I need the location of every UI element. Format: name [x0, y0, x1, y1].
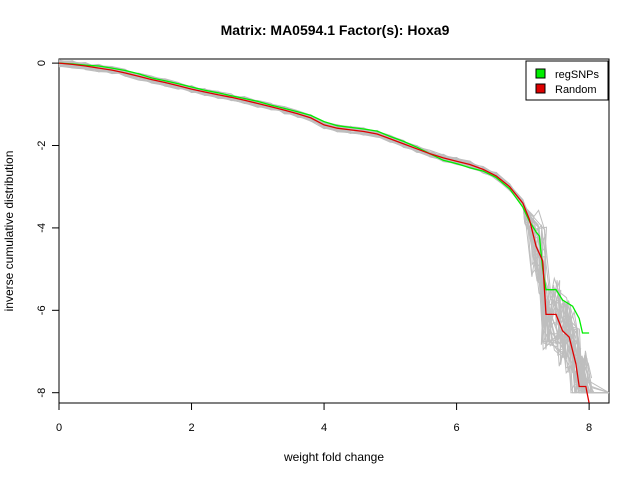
random-sample-line	[58, 61, 589, 393]
random-sample-line	[58, 60, 593, 383]
random-sample-line	[58, 62, 589, 394]
series-lines	[58, 62, 590, 404]
y-axis: 0 -2 -4 -6 -8	[36, 60, 59, 398]
x-tick-label: 6	[454, 422, 460, 434]
x-tick-label: 8	[586, 422, 592, 434]
random-sample-line	[58, 65, 591, 394]
legend-label-regsnps: regSNPs	[555, 69, 600, 81]
legend-label-random: Random	[555, 84, 597, 96]
random-sample-line	[58, 62, 586, 393]
random-sample-line	[58, 61, 592, 393]
x-tick-label: 2	[188, 422, 194, 434]
y-tick-label: -6	[36, 305, 48, 315]
random-sample-line	[58, 63, 587, 393]
y-tick-label: -4	[36, 223, 48, 233]
random-sample-line	[58, 59, 586, 393]
random-sample-line	[58, 60, 595, 393]
y-tick-label: 0	[36, 60, 48, 66]
random-sample-line	[58, 62, 589, 389]
random-sample-line	[58, 64, 585, 394]
y-axis-label: inverse cumulative distribution	[2, 151, 16, 312]
legend: regSNPs Random	[525, 60, 609, 101]
x-tick-label: 0	[56, 422, 62, 434]
x-axis: 0 2 4 6 8	[56, 402, 592, 434]
random-sample-line	[58, 61, 585, 394]
y-tick-label: -2	[36, 141, 48, 151]
random-sample-line	[58, 60, 589, 393]
y-tick-label: -8	[36, 388, 48, 398]
x-tick-label: 4	[321, 422, 327, 434]
legend-swatch-random	[535, 83, 546, 94]
legend-swatch-regsnps	[535, 68, 546, 79]
x-axis-label: weight fold change	[283, 450, 384, 464]
random-sample-line	[58, 64, 586, 393]
series-line-regsnps	[58, 62, 590, 334]
series-line-random	[58, 62, 590, 404]
random-sample-line	[58, 62, 589, 393]
random-sample-line	[58, 60, 590, 393]
random-sample-line	[58, 59, 593, 394]
random-sample-lines	[58, 59, 610, 394]
chart-title: Matrix: MA0594.1 Factor(s): Hoxa9	[221, 22, 450, 38]
random-sample-line	[58, 63, 592, 394]
random-sample-line	[58, 60, 593, 393]
random-sample-line	[58, 63, 594, 394]
